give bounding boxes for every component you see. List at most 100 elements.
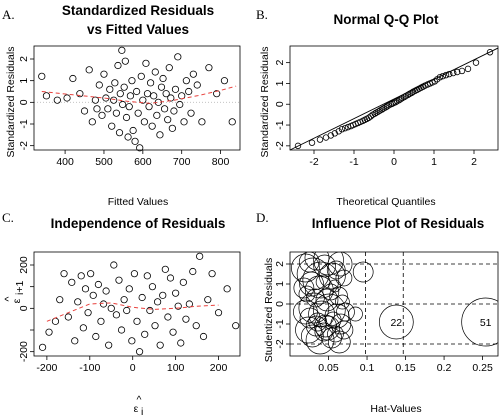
panel-c-point: [208, 270, 216, 278]
panel-b-ylabel: Standardized Residuals: [259, 47, 271, 158]
panel-c-point: [38, 343, 47, 351]
panel-c-point: [146, 306, 154, 315]
chart-2-xtick-label: 0: [130, 362, 136, 374]
panel-b-point: [382, 104, 389, 111]
panel-b-point: [458, 67, 466, 75]
panel-c-point: [64, 313, 72, 321]
panel-d-bubble: [315, 288, 339, 312]
panel-a-point: [176, 100, 184, 109]
panel-a-point: [121, 57, 129, 65]
panel-c-point: [125, 285, 133, 293]
panel-b-point: [446, 70, 453, 78]
panel-d-bubble: [327, 252, 353, 277]
panel-a-point: [213, 90, 221, 98]
chart-2-xtick-label: 100: [167, 362, 185, 374]
panel-a-point: [159, 74, 167, 83]
panel-d-bubble: [352, 261, 374, 283]
panel-a-point: [110, 96, 118, 104]
panel-d-bubble: [335, 269, 353, 287]
panel-c-point: [223, 285, 231, 293]
panel-b-point: [442, 71, 450, 79]
panel-c-point: [120, 296, 128, 304]
panel-b-plot-area: -2 -1 0 1 2 -2 -1 0 1 2: [274, 45, 499, 168]
panel-a-point: [42, 92, 51, 100]
panel-d-bubble: [334, 320, 354, 340]
panel-a-point: [63, 94, 71, 102]
panel-a-point: [98, 111, 106, 119]
panel-a-point: [128, 77, 136, 85]
panel-c-point: [151, 322, 159, 330]
panel-a-point: [145, 103, 153, 111]
panel-b-point: [486, 49, 494, 56]
chart-1-xtick-label: 1: [431, 156, 437, 168]
panel-a-point: [147, 79, 155, 87]
chart-3-ytick-label: 1: [274, 281, 286, 287]
panel-a-point: [100, 70, 108, 78]
panel-b-point: [436, 73, 444, 81]
panel-c-point: [77, 272, 85, 280]
panel-c-ylabel-epsilon: ε: [11, 298, 23, 303]
panel-d-bubble: [302, 261, 340, 299]
panel-b-point: [375, 108, 382, 115]
panel-c-title: Independence of Residuals: [51, 216, 226, 231]
panel-a-ylabel: Standardized Residuals: [5, 47, 17, 158]
panel-b-point: [338, 125, 346, 133]
panel-d-bubble-layer: [290, 252, 498, 356]
panel-a-point: [140, 118, 148, 126]
panel-d-bubble: [315, 315, 341, 341]
panel-a-point: [116, 90, 124, 98]
panel-d-bubble: [327, 330, 351, 354]
panel-b-point: [450, 69, 457, 77]
panel-a-point: [93, 105, 101, 113]
chart-0-xtick-label: 800: [212, 156, 230, 168]
chart-2-xtick-label: -100: [79, 362, 100, 374]
panel-a-point: [187, 109, 195, 117]
panel-d-bubble: [308, 300, 335, 328]
chart-1-xtick-label: -2: [309, 156, 318, 168]
panel-a-plot-area: 400 500 600 700 800 -2 -1 0 1 2: [18, 45, 241, 168]
panel-a-point: [160, 105, 169, 113]
chart-2-xtick-label: -200: [36, 362, 57, 374]
panel-d-bubble: [327, 325, 344, 343]
chart-0-ytick-label: -1: [18, 119, 30, 128]
chart-2-xtick-label: 200: [210, 362, 228, 374]
panel-c-point: [102, 287, 110, 295]
panel-a-point: [198, 118, 206, 126]
panel-c-point: [60, 270, 68, 278]
panel-d-bubble: [293, 299, 318, 325]
panel-a-point: [142, 59, 150, 67]
panel-c-ylabel-hat: ^: [3, 296, 15, 301]
panel-c-point: [71, 337, 79, 345]
panel-a-point: [80, 107, 89, 115]
chart-3-xtick-label: 0.05: [318, 362, 339, 374]
panel-c-point: [99, 300, 108, 308]
panel-b-point: [464, 65, 472, 73]
panel-c-point: [87, 270, 95, 278]
panel-c-xlabel-hat: ^: [137, 394, 142, 406]
panel-d-bubble: [378, 304, 414, 340]
panel-d-bubble: [300, 324, 324, 348]
chart-3-ytick-label: -2: [274, 339, 286, 348]
panel-d-bubble: [329, 286, 348, 306]
panel-c-point: [172, 289, 180, 297]
panel-c-point: [79, 324, 87, 332]
chart-3-ytick-label: 2: [274, 261, 286, 267]
panel-b-point: [408, 89, 415, 96]
panel-c-point: [214, 309, 223, 317]
panel-a-point: [120, 83, 128, 91]
chart-1-ytick-label: -2: [274, 141, 286, 150]
panel-a-xlabel: Fitted Values: [108, 196, 169, 208]
panel-a-point: [53, 96, 61, 104]
chart-3-xtick-label: 0.15: [395, 362, 416, 374]
panel-c-point: [84, 309, 92, 317]
panel-b-point: [392, 98, 399, 106]
panel-c-point: [107, 304, 115, 312]
chart-1-ytick-label: 2: [274, 60, 286, 66]
panel-b-point: [294, 142, 302, 150]
panel-d-bubble: [461, 297, 498, 347]
panel-d-bubble: [298, 285, 316, 303]
panel-a-point: [115, 129, 124, 137]
panel-c-point: [68, 278, 76, 286]
panel-b-point: [365, 114, 372, 121]
